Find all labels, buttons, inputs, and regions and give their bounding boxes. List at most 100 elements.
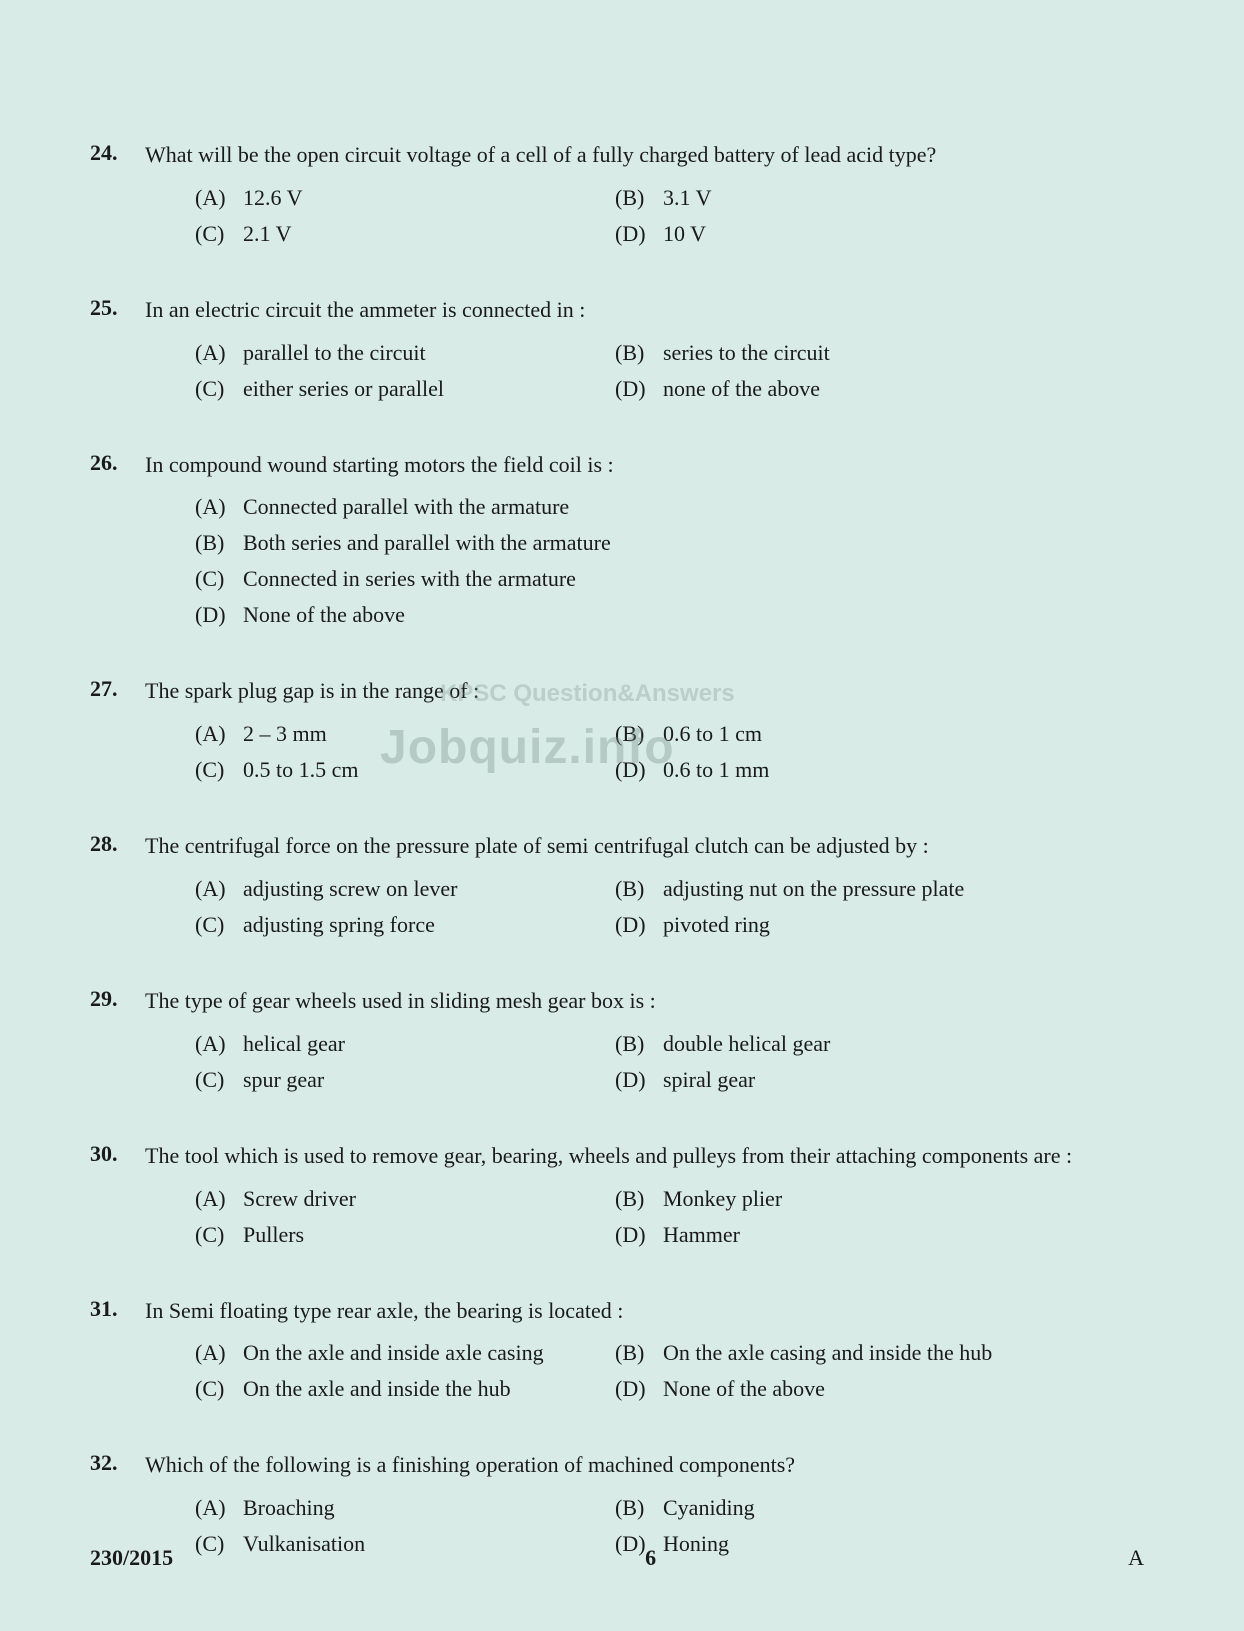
option-text: spur gear xyxy=(243,1067,615,1093)
option-label: (B) xyxy=(615,721,663,747)
option-label: (D) xyxy=(615,1222,663,1248)
option-text: parallel to the circuit xyxy=(243,340,615,366)
option-text: Both series and parallel with the armatu… xyxy=(243,530,1164,556)
footer-set-letter: A xyxy=(1128,1545,1144,1571)
option: (B)0.6 to 1 cm xyxy=(615,721,1164,747)
question-block: 27.The spark plug gap is in the range of… xyxy=(90,676,1164,793)
option: (D)None of the above xyxy=(195,602,1164,628)
question-content: The type of gear wheels used in sliding … xyxy=(145,986,1164,1103)
option: (C)either series or parallel xyxy=(195,376,615,402)
question-text: The tool which is used to remove gear, b… xyxy=(145,1141,1164,1172)
option: (B)Monkey plier xyxy=(615,1186,1164,1212)
option: (A)parallel to the circuit xyxy=(195,340,615,366)
option-text: Hammer xyxy=(663,1222,1164,1248)
option: (C)Pullers xyxy=(195,1222,615,1248)
question-text: Which of the following is a finishing op… xyxy=(145,1450,1164,1481)
option-label: (A) xyxy=(195,340,243,366)
option: (B)Both series and parallel with the arm… xyxy=(195,530,1164,556)
page-footer: 230/2015 6 A xyxy=(90,1545,1144,1571)
question-text: The type of gear wheels used in sliding … xyxy=(145,986,1164,1017)
option-text: adjusting nut on the pressure plate xyxy=(663,876,1164,902)
option-text: None of the above xyxy=(663,1376,1164,1402)
option-label: (D) xyxy=(615,757,663,783)
option-label: (C) xyxy=(195,1222,243,1248)
question-block: 31.In Semi floating type rear axle, the … xyxy=(90,1296,1164,1413)
question-content: In an electric circuit the ammeter is co… xyxy=(145,295,1164,412)
option-label: (B) xyxy=(615,1031,663,1057)
option-text: 0.5 to 1.5 cm xyxy=(243,757,615,783)
option-label: (B) xyxy=(615,1495,663,1521)
option-text: 0.6 to 1 mm xyxy=(663,757,1164,783)
option: (B)Cyaniding xyxy=(615,1495,1164,1521)
option-label: (C) xyxy=(195,566,243,592)
option-text: either series or parallel xyxy=(243,376,615,402)
question-number: 30. xyxy=(90,1141,145,1258)
options-row: (A)helical gear(B)double helical gear xyxy=(145,1031,1164,1057)
option-label: (C) xyxy=(195,376,243,402)
question-text: In an electric circuit the ammeter is co… xyxy=(145,295,1164,326)
option-label: (C) xyxy=(195,221,243,247)
option: (C)0.5 to 1.5 cm xyxy=(195,757,615,783)
option-label: (D) xyxy=(615,221,663,247)
option: (A)Connected parallel with the armature xyxy=(195,494,1164,520)
option-text: 10 V xyxy=(663,221,1164,247)
question-text: In Semi floating type rear axle, the bea… xyxy=(145,1296,1164,1327)
option-label: (C) xyxy=(195,1067,243,1093)
option-text: none of the above xyxy=(663,376,1164,402)
option-label: (A) xyxy=(195,1495,243,1521)
question-block: 28.The centrifugal force on the pressure… xyxy=(90,831,1164,948)
option: (A)adjusting screw on lever xyxy=(195,876,615,902)
option: (A)Broaching xyxy=(195,1495,615,1521)
question-number: 31. xyxy=(90,1296,145,1413)
options-row: (C)Pullers(D)Hammer xyxy=(145,1222,1164,1248)
options-row: (A)adjusting screw on lever(B)adjusting … xyxy=(145,876,1164,902)
option-label: (B) xyxy=(195,530,243,556)
options-row: (C)adjusting spring force(D)pivoted ring xyxy=(145,912,1164,938)
option: (C)adjusting spring force xyxy=(195,912,615,938)
options-row: (C)spur gear(D)spiral gear xyxy=(145,1067,1164,1093)
option: (C)2.1 V xyxy=(195,221,615,247)
option-text: adjusting screw on lever xyxy=(243,876,615,902)
question-number: 26. xyxy=(90,450,145,639)
option-text: helical gear xyxy=(243,1031,615,1057)
option-text: adjusting spring force xyxy=(243,912,615,938)
options-row: (A)Broaching(B)Cyaniding xyxy=(145,1495,1164,1521)
option-text: Broaching xyxy=(243,1495,615,1521)
option-text: Screw driver xyxy=(243,1186,615,1212)
option-label: (D) xyxy=(195,602,243,628)
option: (B)series to the circuit xyxy=(615,340,1164,366)
question-content: In Semi floating type rear axle, the bea… xyxy=(145,1296,1164,1413)
option-label: (B) xyxy=(615,1340,663,1366)
option-label: (B) xyxy=(615,340,663,366)
options-row: (A)2 – 3 mm(B)0.6 to 1 cm xyxy=(145,721,1164,747)
option: (A)On the axle and inside axle casing xyxy=(195,1340,615,1366)
option: (A)Screw driver xyxy=(195,1186,615,1212)
option-label: (C) xyxy=(195,912,243,938)
option-label: (B) xyxy=(615,1186,663,1212)
option: (D)Hammer xyxy=(615,1222,1164,1248)
option-label: (D) xyxy=(615,1376,663,1402)
question-number: 29. xyxy=(90,986,145,1103)
question-text: The centrifugal force on the pressure pl… xyxy=(145,831,1164,862)
question-number: 27. xyxy=(90,676,145,793)
option: (A)2 – 3 mm xyxy=(195,721,615,747)
question-number: 28. xyxy=(90,831,145,948)
option-text: 0.6 to 1 cm xyxy=(663,721,1164,747)
option: (C)On the axle and inside the hub xyxy=(195,1376,615,1402)
option-label: (B) xyxy=(615,185,663,211)
question-content: The spark plug gap is in the range of :(… xyxy=(145,676,1164,793)
option: (D)None of the above xyxy=(615,1376,1164,1402)
option-text: double helical gear xyxy=(663,1031,1164,1057)
option-text: Cyaniding xyxy=(663,1495,1164,1521)
option: (D)none of the above xyxy=(615,376,1164,402)
questions-container: 24.What will be the open circuit voltage… xyxy=(90,140,1164,1567)
option: (B)adjusting nut on the pressure plate xyxy=(615,876,1164,902)
option-text: On the axle casing and inside the hub xyxy=(663,1340,1164,1366)
option-text: series to the circuit xyxy=(663,340,1164,366)
option: (D)spiral gear xyxy=(615,1067,1164,1093)
option-text: spiral gear xyxy=(663,1067,1164,1093)
option-label: (A) xyxy=(195,185,243,211)
option-label: (A) xyxy=(195,876,243,902)
question-block: 29.The type of gear wheels used in slidi… xyxy=(90,986,1164,1103)
option: (C)spur gear xyxy=(195,1067,615,1093)
